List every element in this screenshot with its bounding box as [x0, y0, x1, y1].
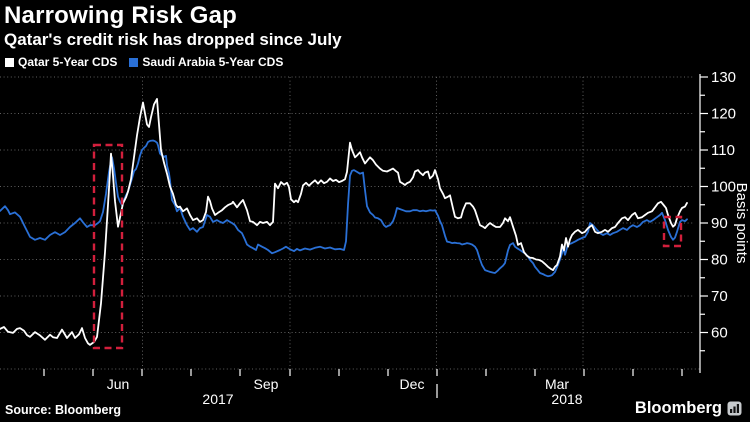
month-label-sep: Sep [254, 376, 279, 392]
y-axis-title: Basis points [733, 183, 750, 264]
legend-label-qatar: Qatar 5-Year CDS [18, 55, 118, 69]
series-line-saudi-arabia-5-year-cds [0, 139, 688, 278]
month-label-jun: Jun [107, 376, 130, 392]
y-tick-label: 80 [711, 252, 728, 269]
legend: Qatar 5-Year CDS Saudi Arabia 5-Year CDS [5, 55, 283, 69]
legend-label-saudi: Saudi Arabia 5-Year CDS [142, 55, 284, 69]
highlight-box-1 [92, 143, 124, 350]
month-label-dec: Dec [400, 376, 425, 392]
series-line-qatar-5-year-cds [0, 98, 688, 346]
page-subtitle: Qatar's credit risk has dropped since Ju… [4, 30, 342, 49]
page-title: Narrowing Risk Gap [4, 2, 237, 29]
y-tick-label: 100 [711, 179, 736, 196]
bloomberg-wordmark: Bloomberg [634, 399, 722, 417]
month-label-mar: Mar [545, 376, 569, 392]
year-label-2018: 2018 [551, 391, 582, 407]
y-tick-label: 60 [711, 325, 728, 342]
legend-swatch-qatar [5, 57, 14, 67]
legend-swatch-saudi [129, 57, 139, 67]
source-label: Source: Bloomberg [5, 403, 121, 417]
highlight-box-2 [662, 215, 683, 248]
bloomberg-logo-icon [727, 401, 742, 416]
year-label-2017: 2017 [202, 391, 233, 407]
y-tick-label: 120 [711, 106, 736, 123]
legend-item-qatar: Qatar 5-Year CDS [5, 55, 117, 69]
y-tick-label: 110 [711, 142, 735, 159]
y-tick-label: 90 [711, 215, 728, 232]
legend-item-saudi: Saudi Arabia 5-Year CDS [129, 55, 283, 69]
y-tick-label: 70 [711, 288, 728, 305]
y-tick-label: 130 [711, 69, 736, 86]
bloomberg-brand: Bloomberg [635, 399, 742, 418]
